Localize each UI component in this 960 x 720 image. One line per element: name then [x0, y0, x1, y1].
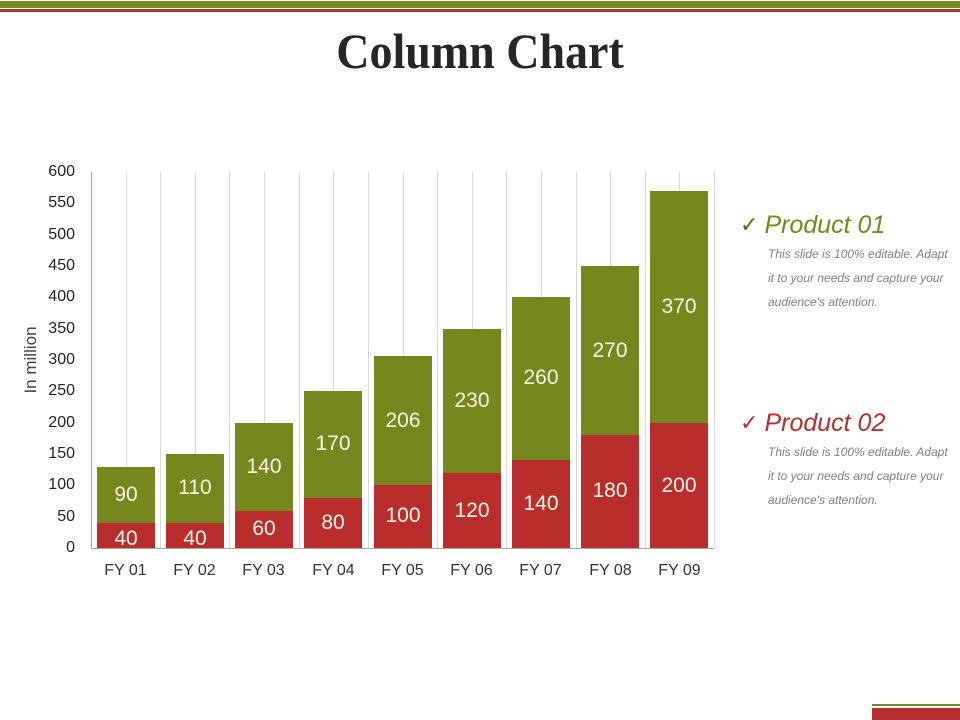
- bottom-decorative-bar-red: [872, 708, 960, 720]
- bar-segment-product-02: 140: [512, 460, 570, 548]
- y-tick-label: 550: [48, 194, 75, 211]
- legend-item-product-02: ✓ Product 02 This slide is 100% editable…: [740, 408, 950, 512]
- bar-segment-product-01: 140: [235, 423, 293, 511]
- bar-segment-product-01: 260: [512, 297, 570, 460]
- gridline: [126, 172, 127, 548]
- data-label: 40: [183, 527, 207, 550]
- data-label: 230: [454, 389, 490, 412]
- bar-segment-product-02: 80: [304, 498, 362, 548]
- y-tick-label: 50: [57, 508, 75, 525]
- data-label: 110: [178, 476, 212, 499]
- gridline: [160, 172, 161, 548]
- x-tick-label: FY 07: [519, 562, 562, 579]
- y-tick-label: 250: [48, 382, 75, 399]
- x-tick-label: FY 06: [450, 562, 493, 579]
- bar-segment-product-02: 120: [443, 473, 501, 548]
- y-tick-label: 150: [48, 445, 75, 462]
- y-tick-label: 500: [48, 226, 75, 243]
- top-decorative-bar-olive: [0, 1, 960, 8]
- check-icon: ✓: [740, 410, 759, 435]
- bar-segment-product-01: 206: [374, 356, 432, 485]
- data-label: 120: [454, 499, 490, 522]
- bottom-decorative-line-olive: [872, 704, 960, 706]
- x-tick-label: FY 09: [658, 562, 701, 579]
- bar-segment-product-02: 40: [97, 523, 155, 550]
- gridline: [333, 172, 334, 548]
- data-label: 40: [114, 527, 138, 550]
- legend-description: This slide is 100% editable. Adapt it to…: [768, 445, 948, 507]
- data-label: 206: [385, 409, 421, 432]
- data-label: 370: [661, 295, 697, 318]
- x-tick-label: FY 08: [589, 562, 632, 579]
- data-label: 180: [592, 479, 628, 502]
- bar-segment-product-01: 270: [581, 266, 639, 435]
- data-label: 90: [114, 483, 138, 506]
- bar-segment-product-02: 60: [235, 510, 293, 548]
- bar-segment-product-02: 180: [581, 435, 639, 548]
- y-tick-label: 0: [66, 539, 75, 556]
- y-tick-label: 300: [48, 351, 75, 368]
- bar-segment-product-02: 100: [374, 485, 432, 548]
- x-tick-label: FY 05: [381, 562, 424, 579]
- gridline: [368, 172, 369, 548]
- gridline: [576, 172, 577, 548]
- data-label: 100: [385, 504, 421, 527]
- y-tick-label: 100: [48, 476, 75, 493]
- x-axis-line: [91, 548, 714, 549]
- gridline: [645, 172, 646, 548]
- legend-description: This slide is 100% editable. Adapt it to…: [768, 247, 948, 309]
- data-label: 140: [523, 492, 559, 515]
- page-title: Column Chart: [336, 23, 624, 79]
- gridline: [714, 172, 715, 548]
- data-label: 170: [315, 432, 351, 455]
- y-tick-label: 350: [48, 320, 75, 337]
- gridline: [195, 172, 196, 548]
- y-tick-label: 450: [48, 257, 75, 274]
- y-tick-label: 200: [48, 414, 75, 431]
- data-label: 200: [661, 474, 697, 497]
- legend-title: Product 01: [764, 211, 886, 239]
- bar-segment-product-01: 90: [97, 467, 155, 523]
- data-label: 80: [321, 511, 345, 534]
- bar-segment-product-02: 200: [650, 423, 708, 548]
- gridline: [299, 172, 300, 548]
- gridline: [229, 172, 230, 548]
- gridline: [264, 172, 265, 548]
- x-tick-label: FY 03: [242, 562, 285, 579]
- gridline: [437, 172, 438, 548]
- y-tick-label: 600: [48, 163, 75, 180]
- bar-segment-product-02: 40: [166, 523, 224, 550]
- x-tick-label: FY 02: [173, 562, 216, 579]
- y-tick-label: 400: [48, 288, 75, 305]
- check-icon: ✓: [740, 212, 759, 237]
- bar-segment-product-01: 370: [650, 191, 708, 423]
- bar-segment-product-01: 110: [166, 454, 224, 523]
- data-label: 60: [252, 517, 276, 540]
- legend-item-product-01: ✓ Product 01 This slide is 100% editable…: [740, 210, 950, 314]
- gridline: [506, 172, 507, 548]
- y-axis-line: [91, 172, 92, 549]
- bar-segment-product-01: 230: [443, 329, 501, 473]
- x-tick-label: FY 04: [312, 562, 355, 579]
- legend-title: Product 02: [764, 409, 886, 437]
- top-decorative-bar-red: [0, 9, 960, 12]
- data-label: 260: [523, 366, 559, 389]
- x-tick-label: FY 01: [104, 562, 147, 579]
- data-label: 270: [592, 339, 628, 362]
- data-label: 140: [246, 455, 282, 478]
- bar-segment-product-01: 170: [304, 391, 362, 498]
